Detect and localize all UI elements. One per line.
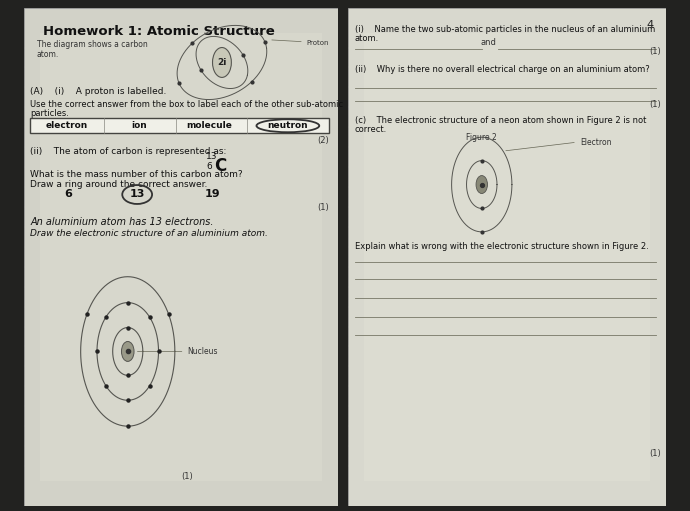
Text: particles.: particles. bbox=[30, 109, 69, 118]
Text: molecule: molecule bbox=[186, 121, 233, 130]
Text: (1): (1) bbox=[181, 473, 193, 481]
Text: 13: 13 bbox=[206, 152, 218, 161]
Text: Draw a ring around the correct answer.: Draw a ring around the correct answer. bbox=[30, 180, 208, 189]
Circle shape bbox=[476, 176, 487, 194]
Text: Use the correct answer from the box to label each of the other sub-atomic: Use the correct answer from the box to l… bbox=[30, 100, 344, 109]
Text: 4: 4 bbox=[646, 20, 653, 30]
Text: (i)    Name the two sub-atomic particles in the nucleus of an aluminium: (i) Name the two sub-atomic particles in… bbox=[355, 25, 655, 34]
Text: Nucleus: Nucleus bbox=[137, 347, 218, 356]
Text: 6: 6 bbox=[64, 190, 72, 199]
Text: Explain what is wrong with the electronic structure shown in Figure 2.: Explain what is wrong with the electroni… bbox=[355, 242, 649, 251]
Text: and: and bbox=[480, 37, 496, 47]
Text: atom.: atom. bbox=[355, 34, 379, 42]
Text: Draw the electronic structure of an aluminium atom.: Draw the electronic structure of an alum… bbox=[30, 229, 268, 238]
Text: (2): (2) bbox=[317, 136, 328, 145]
Text: 6: 6 bbox=[206, 162, 212, 171]
Text: 19: 19 bbox=[205, 190, 220, 199]
Text: (c)    The electronic structure of a neon atom shown in Figure 2 is not: (c) The electronic structure of a neon a… bbox=[355, 117, 646, 125]
Text: atom.: atom. bbox=[37, 50, 59, 59]
Text: (1): (1) bbox=[317, 203, 328, 212]
Text: electron: electron bbox=[46, 121, 88, 130]
Text: Electron: Electron bbox=[580, 137, 611, 147]
Text: 2i: 2i bbox=[217, 58, 226, 67]
Text: C: C bbox=[214, 157, 226, 175]
Text: Figure 2: Figure 2 bbox=[466, 133, 497, 142]
Text: (1): (1) bbox=[649, 47, 661, 56]
Text: 13: 13 bbox=[130, 190, 145, 199]
Text: (A)    (i)    A proton is labelled.: (A) (i) A proton is labelled. bbox=[30, 87, 167, 97]
Text: The diagram shows a carbon: The diagram shows a carbon bbox=[37, 40, 148, 49]
Text: (ii)    The atom of carbon is represented as:: (ii) The atom of carbon is represented a… bbox=[30, 147, 227, 156]
Text: (ii)    Why is there no overall electrical charge on an aluminium atom?: (ii) Why is there no overall electrical … bbox=[355, 65, 649, 74]
Circle shape bbox=[213, 48, 231, 77]
Bar bbox=[30, 118, 328, 133]
Text: neutron: neutron bbox=[268, 121, 308, 130]
Text: correct.: correct. bbox=[355, 125, 387, 134]
Text: What is the mass number of this carbon atom?: What is the mass number of this carbon a… bbox=[30, 170, 243, 178]
Text: An aluminium atom has 13 electrons.: An aluminium atom has 13 electrons. bbox=[30, 217, 214, 227]
Text: Homework 1: Atomic Structure: Homework 1: Atomic Structure bbox=[43, 25, 275, 38]
Circle shape bbox=[121, 341, 134, 361]
Text: (1): (1) bbox=[649, 100, 661, 109]
Text: ion: ion bbox=[131, 121, 146, 130]
Text: (1): (1) bbox=[649, 449, 661, 458]
Text: Proton: Proton bbox=[272, 39, 329, 45]
